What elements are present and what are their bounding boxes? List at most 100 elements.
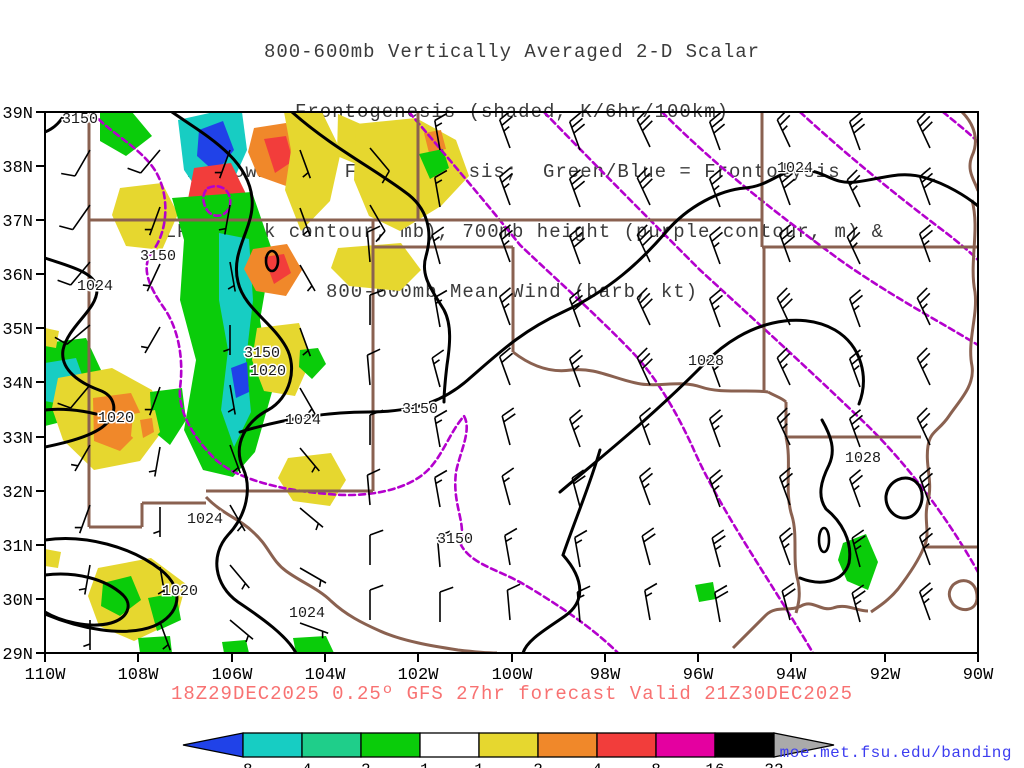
wind-barb — [776, 347, 791, 386]
wind-barb — [434, 112, 448, 151]
state-border — [731, 602, 869, 650]
contour-label: 3150 — [140, 248, 176, 265]
wind-barb — [229, 444, 242, 474]
wind-barb — [711, 529, 726, 568]
wind-barb — [498, 167, 514, 206]
contour-label: 3150 — [244, 345, 280, 362]
frontogenesis-shading-patch — [148, 593, 181, 631]
wind-barb — [708, 112, 726, 151]
wind-barb — [299, 507, 324, 531]
wind-barb — [776, 112, 791, 148]
colorbar-tick-label: 1 — [474, 761, 484, 768]
wind-barb — [644, 582, 658, 621]
frontogenesis-shading-patch — [222, 640, 249, 653]
wind-barb — [223, 325, 231, 355]
wind-barb — [778, 167, 796, 206]
wind-barb — [434, 289, 448, 328]
wind-barb — [776, 287, 793, 326]
wind-barb — [851, 529, 866, 568]
colorbar-segment — [655, 732, 716, 758]
wind-barb — [299, 567, 327, 588]
frontogenesis-shading-patch — [354, 118, 469, 231]
contour-label: 1020 — [250, 363, 286, 380]
mslp-contour — [170, 112, 298, 653]
wind-barb — [638, 467, 654, 506]
y-axis-label: 38N — [2, 159, 33, 178]
wind-barb — [434, 169, 448, 208]
x-axis-label: 100W — [492, 666, 534, 685]
state-border — [870, 546, 926, 614]
wind-barb — [431, 349, 445, 388]
wind-barb — [299, 387, 316, 415]
colorbar-tick-label: 8 — [651, 761, 661, 768]
map-layers — [45, 112, 978, 653]
height-contour-700mb — [542, 112, 978, 574]
wind-barb — [506, 583, 521, 621]
wind-barb — [54, 324, 91, 345]
mslp-contour — [558, 318, 865, 494]
y-axis-label: 29N — [2, 646, 33, 665]
state-border — [922, 199, 978, 548]
wind-barb — [299, 149, 312, 179]
wind-barb — [501, 467, 515, 506]
wind-barb — [369, 584, 384, 620]
wind-barb — [636, 224, 653, 263]
colorbar-tick-label: -8 — [233, 761, 252, 768]
wind-barb — [778, 224, 796, 263]
state-border — [89, 501, 206, 529]
x-axis-label: 110W — [25, 666, 67, 685]
wind-barb — [229, 564, 250, 590]
wind-barb — [369, 289, 384, 325]
frontogenesis-shading-patch — [284, 112, 341, 231]
wind-barb — [708, 169, 724, 208]
colorbar-right-arrow — [773, 732, 835, 758]
wind-barb — [568, 169, 586, 208]
colorbar-segment — [478, 732, 539, 758]
wind-barb — [916, 347, 931, 386]
wind-barb — [846, 169, 861, 208]
colorbar-segment — [360, 732, 421, 758]
x-axis-label: 106W — [212, 666, 254, 685]
wind-barb — [781, 582, 796, 621]
y-axis-label: 36N — [2, 267, 33, 286]
wind-barb — [918, 527, 934, 566]
mslp-contour — [45, 407, 98, 416]
wind-barb — [434, 469, 448, 508]
credit-url-link[interactable]: moe.met.fsu.edu/banding — [779, 744, 1012, 762]
wind-barb — [568, 112, 586, 151]
wind-barb — [299, 447, 320, 473]
height-contour-700mb — [407, 112, 815, 653]
colorbar-segment — [301, 732, 362, 758]
wind-barb — [366, 225, 381, 263]
frontogenesis-shading-patch — [695, 582, 716, 602]
wind-barb — [708, 289, 724, 328]
height-contour-700mb — [90, 112, 620, 653]
title-line-5: 800-600mb Mean Wind (barb, kt) — [325, 281, 699, 303]
wind-barb — [571, 469, 586, 508]
wind-barb — [214, 149, 231, 179]
colorbar-segment — [596, 732, 657, 758]
wind-barb — [57, 261, 91, 286]
contour-label: 1020 — [98, 410, 134, 427]
wind-barb — [127, 149, 161, 174]
wind-barb — [708, 469, 724, 508]
colorbar-segment — [242, 732, 303, 758]
wind-barb — [636, 167, 653, 206]
wind-barb — [159, 621, 172, 651]
colorbar-segment — [419, 732, 480, 758]
forecast-valid-text: 18Z29DEC2025 0.25º GFS 27hr forecast Val… — [170, 683, 854, 705]
wind-barb — [366, 468, 381, 506]
wind-barb — [148, 446, 161, 477]
wind-barb — [498, 287, 514, 326]
wind-barb — [59, 204, 91, 231]
y-axis-label: 37N — [2, 213, 33, 232]
wind-barb — [848, 349, 864, 388]
wind-barb — [776, 407, 791, 446]
wind-barb — [916, 287, 931, 326]
wind-barb — [918, 224, 934, 263]
wind-barb — [708, 226, 724, 265]
colorbar-tick-label: 32 — [764, 761, 783, 768]
wind-barb — [568, 349, 584, 388]
contour-label: 1020 — [162, 583, 198, 600]
